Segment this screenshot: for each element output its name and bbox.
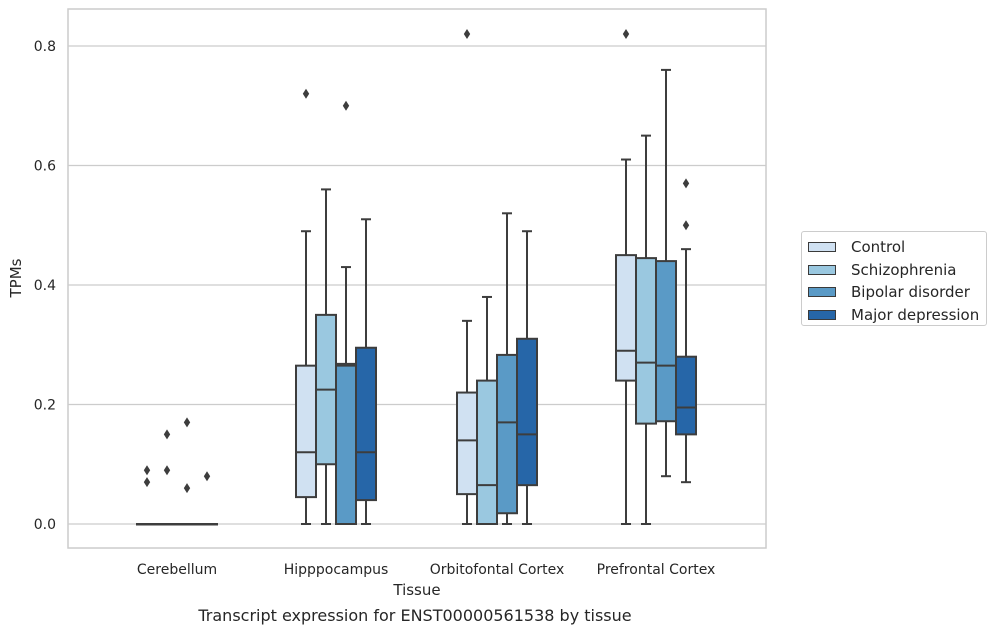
y-tick-label: 0.4	[34, 278, 56, 294]
x-tick-label: Hipppocampus	[284, 562, 389, 578]
legend-label: Control	[851, 238, 906, 257]
box	[496, 353, 518, 515]
box	[355, 346, 377, 502]
x-tick-label: Orbitofontal Cortex	[430, 562, 565, 578]
outlier-point	[682, 178, 690, 189]
legend: Control Schizophrenia Bipolar disorder Majo…	[801, 231, 987, 326]
series-major-depression	[196, 178, 697, 526]
y-tick-label: 0.0	[34, 517, 56, 533]
x-tick-label: Cerebellum	[137, 562, 217, 578]
y-axis-label: TPMs	[7, 258, 25, 298]
legend-swatch	[808, 309, 836, 320]
outlier-point	[183, 483, 191, 494]
box	[295, 364, 317, 499]
outlier-point	[342, 100, 350, 111]
box	[516, 337, 538, 487]
outlier-point	[163, 465, 171, 476]
y-tick-label: 0.6	[34, 159, 56, 175]
legend-label: Schizophrenia	[851, 260, 957, 279]
outlier-point	[143, 477, 151, 488]
box	[635, 257, 657, 425]
outlier-point	[183, 417, 191, 428]
y-tick-label: 0.2	[34, 398, 56, 414]
series-bipolar-disorder	[176, 68, 677, 526]
legend-label: Bipolar disorder	[851, 283, 970, 302]
legend-item: Major depression	[808, 304, 986, 327]
box	[655, 260, 677, 423]
legend-item: Control	[808, 236, 986, 259]
box	[476, 379, 498, 525]
x-axis-label: Tissue	[392, 581, 440, 599]
legend-swatch	[808, 242, 836, 253]
x-tick-label: Prefrontal Cortex	[597, 562, 716, 578]
plot-area-frame	[67, 8, 767, 549]
box	[615, 254, 637, 382]
outlier-point	[163, 429, 171, 440]
y-tick-label: 0.8	[34, 39, 56, 55]
outlier-point	[302, 88, 310, 99]
outlier-point	[622, 29, 630, 40]
legend-swatch	[808, 264, 836, 275]
outlier-point	[143, 465, 151, 476]
box-plot-series	[136, 29, 697, 526]
figure-caption: Transcript expression for ENST0000056153…	[198, 606, 632, 625]
legend-item: Bipolar disorder	[808, 281, 986, 304]
series-schizophrenia	[156, 134, 657, 526]
legend-label: Major depression	[851, 305, 980, 324]
series-control	[136, 29, 637, 526]
legend-item: Schizophrenia	[808, 259, 986, 282]
y-axis-ticks: 0.0 0.2 0.4 0.6 0.8	[34, 39, 56, 533]
outlier-point	[203, 471, 211, 482]
x-axis-ticks: Cerebellum Hipppocampus Orbitofontal Corte…	[137, 562, 715, 578]
outlier-point	[682, 220, 690, 231]
box	[456, 391, 478, 496]
box	[335, 362, 357, 525]
legend-swatch	[808, 287, 836, 298]
box	[675, 355, 697, 436]
outlier-point	[463, 29, 471, 40]
